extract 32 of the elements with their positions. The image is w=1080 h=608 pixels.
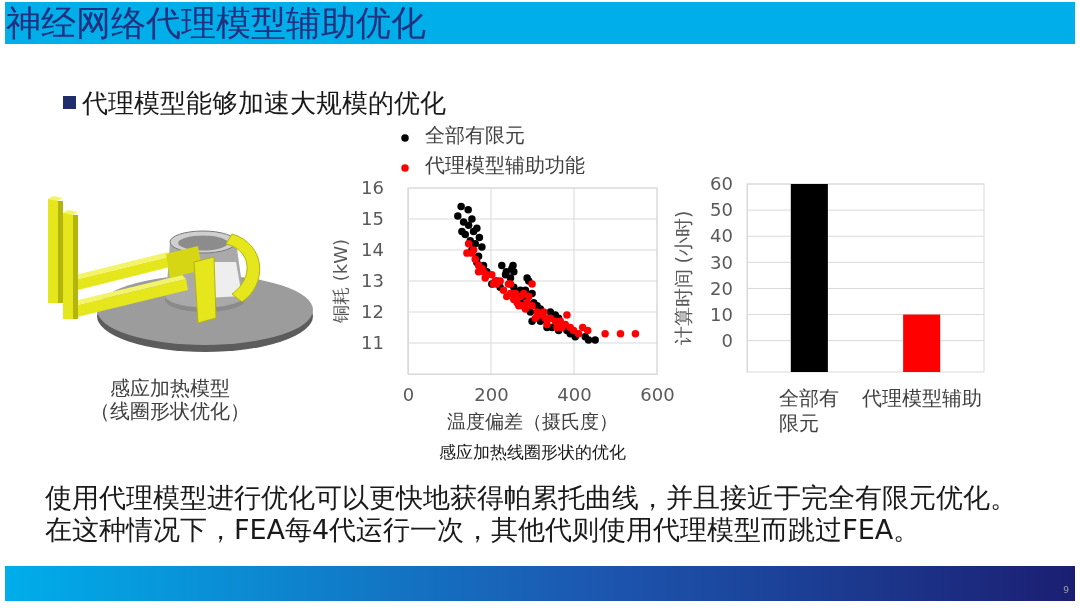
y-tick-label: 20 [710,277,733,299]
y-tick-label: 60 [710,173,733,195]
x-tick-label: 600 [640,383,675,405]
y-axis-title: 铜耗 (kW) [329,239,351,324]
x-tick-label: 200 [474,383,509,405]
x-tick-label: 全部有限元 [779,386,840,435]
y-tick-label: 16 [361,177,384,199]
y-tick-label: 40 [710,225,733,247]
legend-label: 代理模型辅助功能 [424,153,585,177]
y-tick-label: 11 [361,332,384,354]
x-tick-label: 代理模型辅助 [860,386,982,410]
text: 神经网络代理模型辅助优化 [6,3,426,43]
y-tick-label: 13 [361,270,384,292]
y-tick-label: 14 [361,239,384,261]
y-tick-label: 15 [361,208,384,230]
x-axis-title: 温度偏差（摄氏度） [447,410,618,432]
text: 感应加热线圈形状的优化 [439,442,626,462]
y-tick-label: 12 [361,301,384,323]
text: 在这种情况下，FEA每4代运行一次，其他代则使用代理模型而跳过FEA。 [45,513,921,545]
y-tick-label: 50 [710,199,733,221]
legend-label: 全部有限元 [425,123,525,147]
text: 9 [1063,585,1070,595]
x-tick-label: 400 [557,383,592,405]
text: 使用代理模型进行优化可以更快地获得帕累托曲线，并且接近于完全有限元优化。 [45,481,1017,513]
y-tick-label: 30 [710,251,733,273]
y-tick-label: 0 [721,329,733,351]
text: 感应加热模型 [110,376,230,400]
text: （线圈形状优化） [90,399,250,423]
y-axis-title: 计算时间 (小时) [672,210,694,346]
y-tick-label: 10 [710,303,733,325]
x-tick-label: 0 [402,383,415,405]
text: 代理模型能够加速大规模的优化 [81,88,446,118]
